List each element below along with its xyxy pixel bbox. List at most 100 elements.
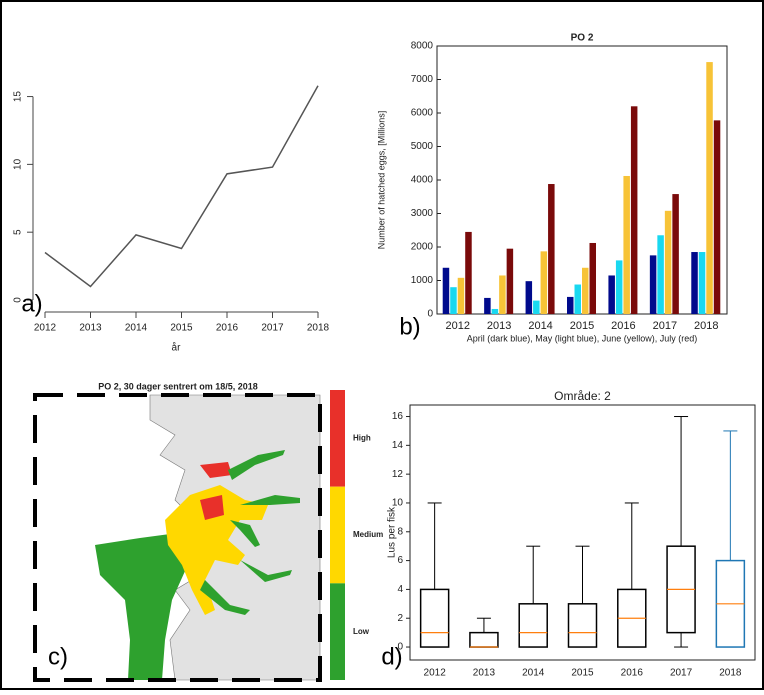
x-axis-label: år [172, 342, 182, 354]
x-tick-label: 2017 [261, 323, 284, 334]
y-tick-label: 14 [392, 440, 404, 451]
y-tick-label: 8 [397, 526, 403, 537]
y-tick-label: 0 [13, 297, 24, 303]
bar [540, 251, 548, 314]
chart-title: PO 2, 30 dager sentrert om 18/5, 2018 [98, 381, 258, 391]
bar [574, 284, 581, 314]
panel-label: c) [48, 643, 68, 670]
y-tick-label: 0 [397, 642, 403, 653]
x-tick-label: 2012 [445, 320, 469, 332]
x-tick-label: 2015 [170, 323, 193, 334]
y-tick-label: 4 [397, 584, 403, 595]
map-high-area [200, 462, 232, 520]
y-tick-label: 4000 [411, 175, 434, 186]
bar [630, 106, 638, 314]
y-tick-label: 5000 [411, 141, 434, 152]
bar [525, 281, 533, 314]
bar [567, 296, 574, 314]
y-tick-label: 8000 [411, 41, 434, 52]
bar [713, 120, 721, 315]
chart-title: PO 2 [571, 33, 594, 44]
x-tick-label: 2012 [424, 668, 447, 679]
x-tick-label: 2015 [570, 320, 594, 332]
x-tick-label: 2013 [487, 320, 511, 332]
bar [698, 252, 706, 314]
bar [548, 184, 555, 314]
x-axis-label: April (dark blue), May (light blue), Jun… [467, 333, 698, 343]
x-tick-label: 2017 [670, 668, 693, 679]
x-tick-label: 2012 [34, 323, 57, 334]
y-tick-label: 5 [13, 229, 24, 235]
bar [499, 275, 506, 314]
y-tick-label: 10 [392, 498, 404, 509]
bar [664, 210, 672, 314]
map [33, 393, 322, 682]
legend-label: Low [353, 627, 370, 636]
bar [533, 300, 540, 314]
map-frame [33, 393, 322, 682]
panel-label: b) [399, 313, 420, 340]
panel-label: a) [21, 290, 42, 317]
bar [582, 267, 589, 314]
bar [457, 277, 465, 314]
colorbar-segment [330, 486, 345, 584]
box [419, 588, 450, 648]
bar [506, 248, 514, 314]
y-tick-label: 7000 [411, 74, 434, 85]
x-tick-label: 2013 [473, 668, 496, 679]
bar [484, 297, 491, 314]
colorbar-segment [330, 390, 345, 487]
x-tick-label: 2016 [611, 320, 635, 332]
y-tick-label: 10 [13, 158, 24, 170]
box [518, 603, 548, 648]
y-axis-label: Lus per fisk [387, 506, 398, 558]
bar [450, 287, 457, 314]
data-line [44, 85, 319, 288]
x-tick-label: 2018 [719, 668, 742, 679]
plot-frame [409, 404, 756, 661]
bar [623, 175, 630, 314]
bar [491, 308, 499, 314]
bar [608, 275, 615, 314]
x-tick-label: 2018 [307, 323, 330, 334]
y-tick-label: 0 [427, 309, 433, 320]
y-tick-label: 2000 [411, 242, 434, 253]
x-tick-label: 2014 [125, 323, 148, 334]
x-tick-label: 2013 [79, 323, 102, 334]
x-tick-label: 2017 [653, 320, 677, 332]
bar [442, 267, 450, 314]
x-tick-label: 2018 [694, 320, 718, 332]
bar [706, 62, 713, 314]
y-tick-label: 6000 [411, 108, 434, 119]
legend-label: Medium [353, 530, 383, 539]
x-tick-label: 2014 [522, 668, 545, 679]
y-tick-label: 12 [392, 469, 404, 480]
map-low-area [95, 532, 190, 680]
x-tick-label: 2016 [216, 323, 239, 334]
y-tick-label: 3000 [411, 208, 434, 219]
x-tick-label: 2015 [571, 668, 594, 679]
y-tick-label: 16 [392, 411, 404, 422]
y-axis-label: Number of hatched eggs, [Millions] [376, 111, 386, 250]
bar [672, 194, 679, 314]
map-low-fjord [200, 450, 300, 615]
colorbar-segment [330, 583, 345, 680]
bar [615, 260, 623, 314]
y-tick-label: 15 [13, 91, 24, 103]
bar [589, 242, 596, 314]
bar [465, 231, 472, 314]
y-tick-label: 6 [397, 555, 403, 566]
bar [649, 255, 657, 314]
bar [691, 252, 698, 314]
y-tick-label: 1000 [411, 275, 434, 286]
chart-title: Område: 2 [554, 389, 611, 403]
x-tick-label: 2014 [528, 320, 552, 332]
map-medium-area [165, 485, 268, 615]
y-tick-label: 2 [397, 613, 403, 624]
x-tick-label: 2016 [621, 668, 644, 679]
panel-label: d) [381, 643, 402, 670]
bar [657, 235, 664, 314]
box [567, 603, 598, 648]
